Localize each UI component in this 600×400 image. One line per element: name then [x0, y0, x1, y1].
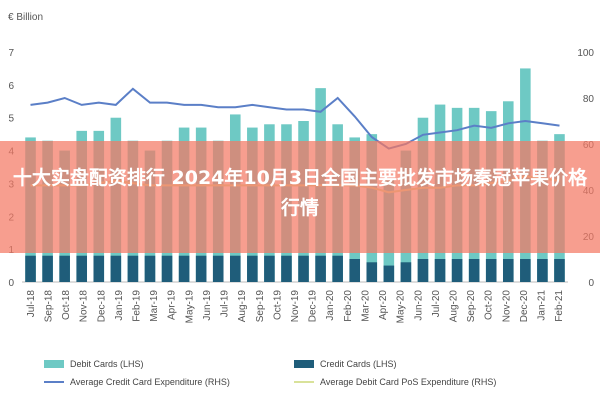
- credit-card-bar: [400, 262, 412, 282]
- x-axis-tick-label: Nov-20: [501, 290, 512, 323]
- legend-label: Debit Cards (LHS): [70, 359, 144, 369]
- x-axis-tick-label: Oct-19: [272, 290, 283, 320]
- x-axis-tick-label: May-20: [396, 290, 407, 324]
- credit-card-bar: [349, 259, 361, 282]
- x-axis-ticks: Jul-18 Sep-18 Oct-18 Nov-18 Dec-18 Jan-19 Feb-…: [26, 290, 565, 324]
- x-axis-tick-label: Jul-18: [26, 290, 37, 318]
- x-axis-tick-label: Aug-20: [449, 290, 460, 323]
- credit-card-bar: [229, 255, 241, 282]
- left-axis-tick-label: 0: [8, 278, 14, 289]
- credit-card-bar: [332, 255, 343, 282]
- credit-card-bar: [468, 259, 480, 282]
- x-axis-tick-label: May-19: [184, 290, 195, 324]
- credit-card-bar: [42, 255, 53, 282]
- x-axis-tick-label: Mar-20: [360, 290, 371, 322]
- x-axis-tick-label: Dec-18: [96, 290, 107, 323]
- x-axis-tick-label: Oct-18: [61, 290, 72, 320]
- credit-card-bar: [451, 259, 463, 282]
- x-axis-tick-label: Mar-19: [149, 290, 160, 322]
- credit-card-bar: [161, 255, 173, 282]
- credit-card-bar: [247, 255, 258, 282]
- avg-credit-card-expenditure-line: [30, 87, 560, 150]
- credit-card-bar: [537, 259, 548, 282]
- x-axis-tick-label: Feb-20: [343, 290, 354, 322]
- x-axis-tick-label: Feb-21: [554, 290, 565, 322]
- legend: Debit Cards (LHS) Credit Cards (LHS) Avera…: [44, 359, 496, 387]
- left-axis-tick-label: 6: [8, 81, 14, 92]
- x-axis-tick-label: Nov-19: [290, 290, 301, 323]
- credit-card-bar: [502, 259, 514, 282]
- left-axis-tick-label: 5: [8, 114, 14, 125]
- x-axis-tick-label: Sep-18: [43, 290, 54, 323]
- x-axis-tick-label: Sep-19: [255, 290, 266, 323]
- x-axis-tick-label: Jan-20: [325, 290, 336, 321]
- promo-overlay-text: 十大实盘配资排行 2024年10月3日全国主要批发市场秦冠苹果价格行情: [12, 167, 588, 219]
- credit-card-bar: [25, 255, 36, 282]
- credit-card-bar: [144, 255, 156, 282]
- credit-card-bar: [264, 255, 275, 282]
- right-axis-tick-label: 100: [577, 48, 594, 59]
- x-axis-tick-label: Dec-20: [519, 290, 530, 323]
- credit-card-bar: [298, 255, 309, 282]
- x-axis-tick-label: Oct-20: [484, 290, 495, 320]
- x-axis-tick-label: Dec-19: [308, 290, 319, 323]
- credit-card-bar: [554, 259, 565, 282]
- credit-card-bar: [315, 255, 326, 282]
- legend-label: Average Credit Card Expenditure (RHS): [70, 377, 230, 387]
- credit-card-bar: [366, 262, 378, 282]
- x-axis-tick-label: Aug-19: [237, 290, 248, 323]
- credit-card-bar: [434, 259, 446, 282]
- credit-card-bar: [59, 255, 70, 282]
- credit-card-bar: [127, 255, 139, 282]
- credit-card-bar: [383, 265, 395, 282]
- legend-swatch: [44, 360, 64, 368]
- legend-swatch: [294, 360, 314, 368]
- credit-card-bar: [485, 259, 497, 282]
- x-axis-tick-label: Jul-19: [220, 290, 231, 318]
- credit-card-bar: [417, 259, 429, 282]
- x-axis-tick-label: Apr-20: [378, 290, 389, 320]
- x-axis-tick-label: Jun-20: [413, 290, 424, 321]
- x-axis-tick-label: Jul-20: [431, 290, 442, 318]
- credit-card-bar: [212, 255, 224, 282]
- credit-card-bar: [76, 255, 88, 282]
- right-axis-tick-label: 0: [588, 278, 594, 289]
- credit-card-bar: [281, 255, 292, 282]
- x-axis-tick-label: Jan-19: [114, 290, 125, 321]
- legend-label: Average Debit Card PoS Expenditure (RHS): [320, 377, 496, 387]
- x-axis-tick-label: Jan-21: [537, 290, 548, 321]
- promo-overlay-banner: 十大实盘配资排行 2024年10月3日全国主要批发市场秦冠苹果价格行情: [0, 141, 600, 253]
- credit-card-bar: [195, 255, 207, 282]
- x-axis-tick-label: Feb-19: [131, 290, 142, 322]
- legend-label: Credit Cards (LHS): [320, 359, 397, 369]
- credit-card-bar: [520, 259, 531, 282]
- credit-card-bar: [93, 255, 105, 282]
- credit-card-bar: [110, 255, 122, 282]
- right-axis-tick-label: 80: [583, 94, 595, 105]
- left-axis-tick-label: 7: [8, 48, 14, 59]
- x-axis-tick-label: Nov-18: [79, 290, 90, 323]
- x-axis-tick-label: Sep-20: [466, 290, 477, 323]
- left-axis-unit-label: € Billion: [8, 12, 43, 23]
- x-axis-tick-label: Jun-19: [202, 290, 213, 321]
- credit-card-bar: [178, 255, 190, 282]
- x-axis-tick-label: Apr-19: [167, 290, 178, 320]
